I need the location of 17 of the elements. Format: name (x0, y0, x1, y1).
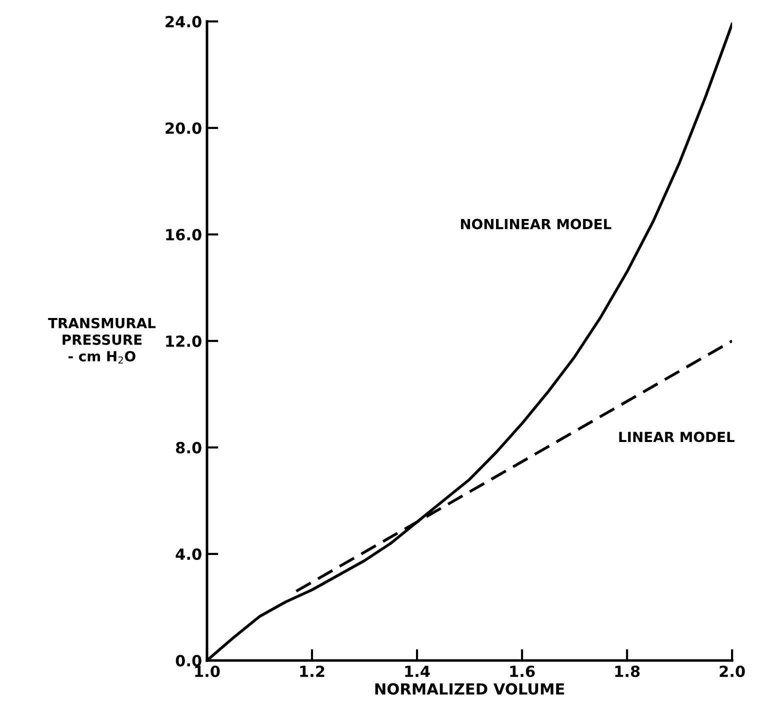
y-axis-title: TRANSMURAL PRESSURE - cm H$_{2}$O (48, 318, 156, 364)
x-tick-label: 2.0 (720, 666, 745, 678)
x-tick-label: 1.4 (405, 666, 430, 677)
series-label: LINEAR MODEL (619, 432, 734, 442)
x-axis-title: NORMALIZED VOLUME (375, 683, 564, 695)
y-tick-label: 4.0 (176, 548, 202, 560)
y-tick-label: 0.0 (176, 654, 202, 666)
y-tick-label: 12.0 (166, 335, 202, 347)
x-tick-label: 1.8 (615, 666, 640, 678)
x-tick-label: 1.6 (510, 666, 535, 678)
y-tick-label: 16.0 (166, 228, 202, 240)
y-tick-label: 20.0 (166, 122, 202, 134)
y-tick-label: 8.0 (176, 442, 202, 454)
x-tick-label: 1.0 (195, 666, 220, 678)
text: NONLINEAR MODEL (460, 218, 612, 230)
y-tick-label: 24.0 (166, 16, 202, 28)
x-tick-label: 1.2 (300, 666, 324, 677)
